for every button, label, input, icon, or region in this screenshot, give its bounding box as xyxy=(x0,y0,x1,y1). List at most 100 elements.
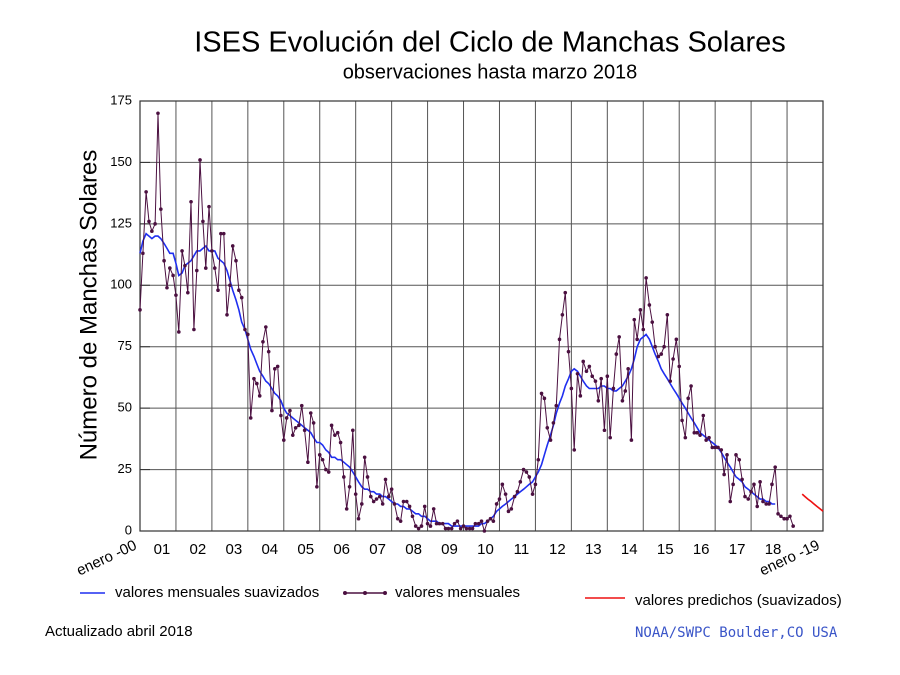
data-point xyxy=(297,423,301,428)
data-point xyxy=(692,430,697,435)
legend-marker xyxy=(363,591,367,595)
data-point xyxy=(237,288,241,293)
data-point xyxy=(138,308,142,312)
data-point xyxy=(386,494,391,499)
data-point xyxy=(306,460,310,465)
data-point xyxy=(644,276,648,280)
x-tick-label: 16 xyxy=(693,541,710,558)
data-point xyxy=(293,426,298,430)
chart-title: ISES Evolución del Ciclo de Manchas Sola… xyxy=(194,27,786,59)
x-tick-label: 17 xyxy=(729,541,746,558)
data-point xyxy=(279,413,283,418)
data-point xyxy=(368,494,373,499)
data-point xyxy=(147,219,151,224)
data-point xyxy=(302,428,307,433)
data-point xyxy=(252,376,256,381)
data-point xyxy=(455,519,460,523)
x-tick-label: 02 xyxy=(190,541,207,558)
data-point xyxy=(725,453,729,457)
data-point xyxy=(431,507,436,511)
data-point xyxy=(290,433,295,437)
data-point xyxy=(533,482,538,487)
data-point xyxy=(425,521,430,526)
data-point xyxy=(362,455,367,460)
data-point xyxy=(695,430,699,435)
data-point xyxy=(428,524,433,528)
data-point xyxy=(225,312,229,317)
data-point xyxy=(482,529,487,533)
y-tick-label: 75 xyxy=(118,338,132,353)
data-point xyxy=(371,499,376,504)
data-point xyxy=(611,386,616,391)
data-point xyxy=(689,384,693,388)
x-tick-label: 12 xyxy=(549,541,566,558)
data-point xyxy=(239,295,244,300)
data-point xyxy=(144,190,148,194)
data-point xyxy=(141,251,145,256)
data-point xyxy=(581,359,586,364)
data-point xyxy=(668,379,673,383)
data-point xyxy=(329,423,334,428)
data-point xyxy=(527,475,532,479)
y-tick-label: 125 xyxy=(110,215,132,230)
data-point xyxy=(248,416,253,420)
data-point xyxy=(171,273,175,278)
data-point xyxy=(728,499,733,504)
data-point xyxy=(189,199,193,204)
data-point xyxy=(324,467,328,472)
legend-label: valores predichos (suavizados) xyxy=(635,592,842,609)
data-point xyxy=(599,376,604,381)
data-point xyxy=(234,258,238,263)
data-point xyxy=(210,249,214,253)
data-point xyxy=(650,320,655,324)
data-point xyxy=(392,502,397,506)
data-point xyxy=(647,303,652,307)
data-point xyxy=(470,526,475,531)
data-point xyxy=(524,470,529,474)
legend-label: valores mensuales xyxy=(395,584,520,601)
y-tick-label: 175 xyxy=(110,92,132,107)
data-point xyxy=(270,408,274,413)
data-point xyxy=(617,335,621,339)
data-point xyxy=(590,374,595,379)
data-point xyxy=(449,526,454,531)
data-point xyxy=(168,266,172,270)
data-point xyxy=(743,494,747,499)
x-tick-label: 14 xyxy=(621,541,638,558)
data-point xyxy=(201,219,205,224)
data-point xyxy=(662,344,666,349)
data-point xyxy=(326,470,331,474)
data-point xyxy=(638,308,643,312)
data-point xyxy=(401,499,406,504)
data-point xyxy=(542,396,547,401)
data-point xyxy=(749,489,753,494)
data-point xyxy=(707,435,711,440)
x-tick-label: 05 xyxy=(297,541,314,558)
data-point xyxy=(320,457,325,462)
x-tick-label: 11 xyxy=(514,541,530,558)
data-point xyxy=(333,433,337,437)
data-point xyxy=(377,494,382,499)
data-point xyxy=(186,290,190,295)
data-point xyxy=(785,516,789,521)
data-point xyxy=(446,526,451,531)
data-point xyxy=(440,521,445,526)
data-point xyxy=(791,524,795,528)
data-point xyxy=(713,445,717,450)
data-point xyxy=(683,435,688,440)
data-point xyxy=(737,457,742,462)
data-point xyxy=(162,258,166,263)
data-point xyxy=(560,312,565,317)
data-point xyxy=(281,438,286,442)
y-tick-label: 25 xyxy=(118,461,132,476)
data-point xyxy=(557,337,562,342)
legend-label: valores mensuales suavizados xyxy=(115,584,319,601)
data-point xyxy=(497,497,502,501)
data-point xyxy=(243,327,247,332)
data-point xyxy=(419,524,424,528)
x-tick-label: 09 xyxy=(441,541,458,558)
data-point xyxy=(572,448,577,452)
data-point xyxy=(563,290,568,295)
